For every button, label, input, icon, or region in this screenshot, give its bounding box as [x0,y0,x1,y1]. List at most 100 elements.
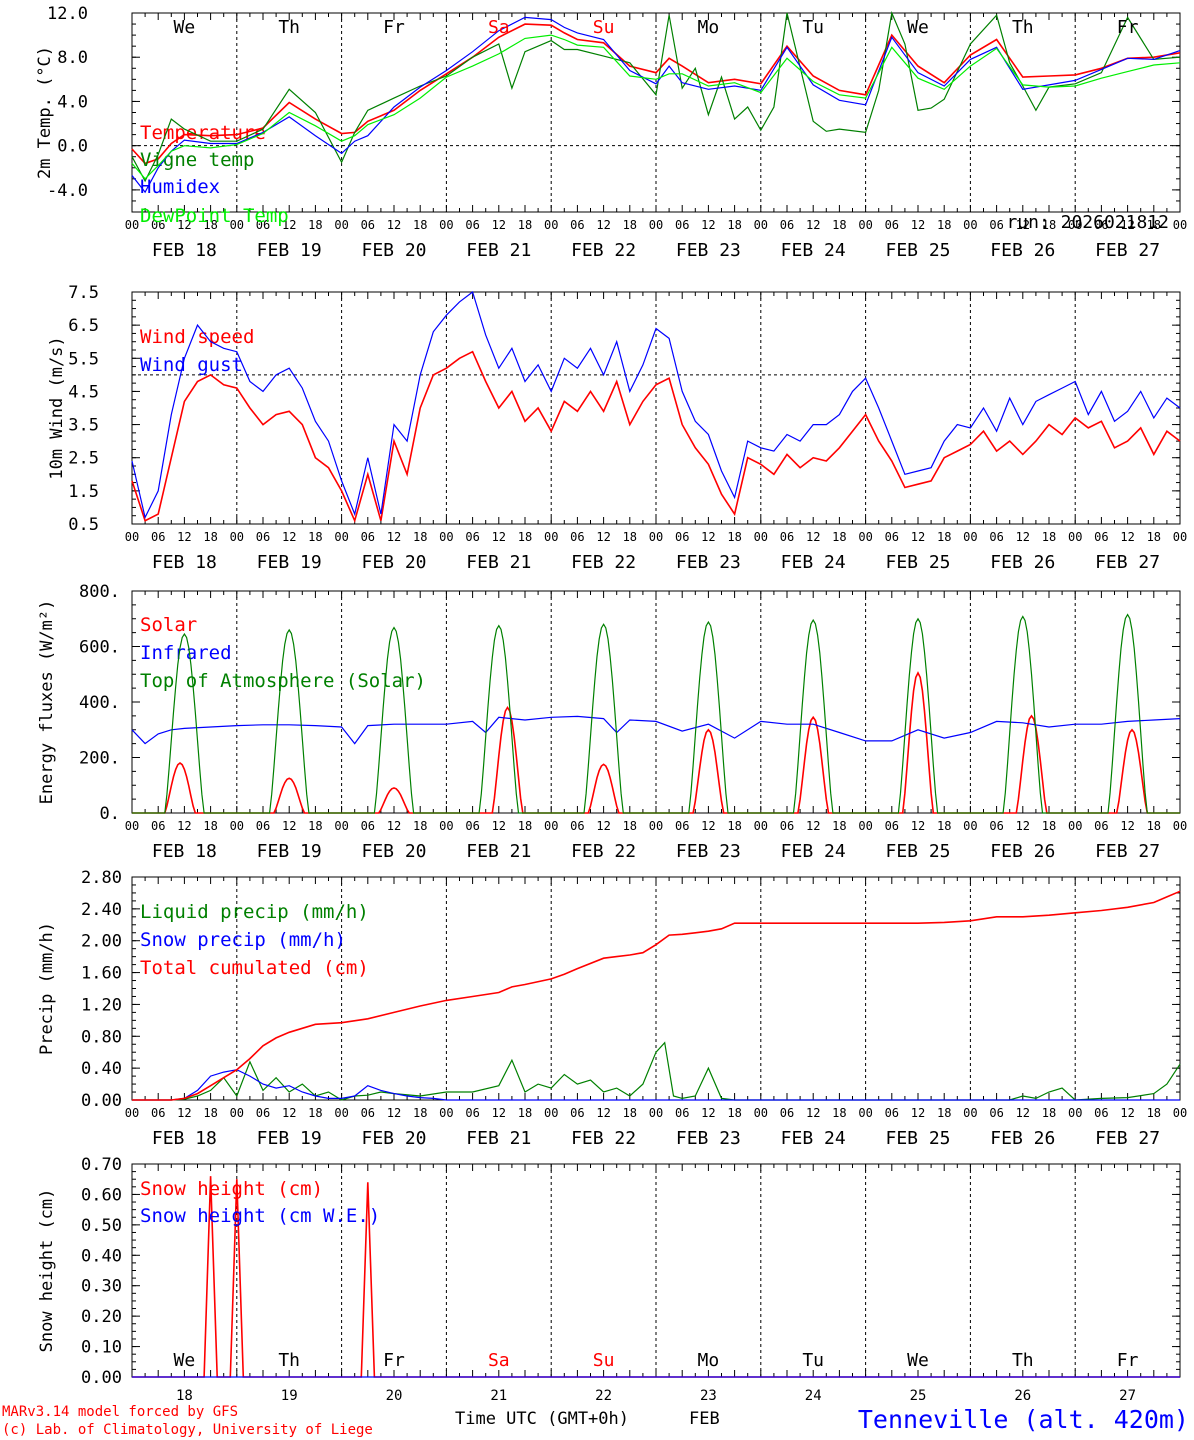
legend-entry: Liquid precip (mm/h) [140,901,369,923]
x-hour-label: 00 [334,218,348,232]
day-number-label: 24 [805,1388,822,1404]
x-hour-label: 00 [1173,819,1187,833]
day-of-week-label: Th [1012,1350,1034,1371]
x-hour-label: 00 [1068,530,1082,544]
x-hour-label: 18 [1147,530,1161,544]
x-date-label: FEB 24 [781,841,846,862]
y-tick-label: -4.0 [47,181,88,201]
series-snow-height-cm [132,1176,1180,1378]
x-date-label: FEB 20 [361,841,426,862]
x-hour-label: 12 [282,530,296,544]
x-hour-label: 18 [1147,819,1161,833]
x-hour-label: 00 [754,530,768,544]
y-tick-label: 1.5 [68,482,99,502]
x-hour-label: 18 [937,530,951,544]
x-date-label: FEB 27 [1095,552,1160,573]
y-tick-label: 8.0 [57,48,88,68]
x-hour-label: 00 [754,1106,768,1120]
y-tick-label: 0. [100,804,120,824]
x-hour-label: 06 [465,1106,479,1120]
x-hour-label: 12 [1016,1106,1030,1120]
y-tick-label: 0.00 [81,1368,122,1388]
x-hour-label: 18 [413,218,427,232]
day-number-label: 18 [176,1388,193,1404]
x-date-label: FEB 24 [781,552,846,573]
y-tick-label: 200. [79,749,120,769]
legend-entry: Total cumulated (cm) [140,957,369,979]
x-hour-label: 18 [1042,530,1056,544]
x-hour-label: 00 [754,218,768,232]
x-hour-label: 00 [858,819,872,833]
x-hour-label: 12 [806,1106,820,1120]
legend-entry: Infrared [140,642,232,664]
x-hour-label: 00 [544,819,558,833]
x-hour-label: 06 [989,1106,1003,1120]
x-date-label: FEB 24 [781,1128,846,1149]
legend-entry: Temperature [140,122,266,144]
x-hour-label: 00 [649,1106,663,1120]
x-hour-label: 12 [806,530,820,544]
x-hour-label: 12 [596,1106,610,1120]
y-axis-title: 2m Temp. (°C) [35,46,55,179]
y-tick-label: 4.5 [68,382,99,402]
x-hour-label: 12 [177,530,191,544]
legend-entry: Top of Atmosphere (Solar) [140,670,426,692]
x-hour-label: 18 [727,819,741,833]
x-date-label: FEB 25 [885,1128,950,1149]
day-of-week-label: Th [1012,17,1034,38]
x-hour-label: 18 [413,1106,427,1120]
x-hour-label: 06 [885,218,899,232]
x-hour-label: 12 [701,218,715,232]
x-axis-title: Time UTC (GMT+0h) [455,1409,629,1429]
x-date-label: FEB 22 [571,841,636,862]
x-hour-label: 06 [989,819,1003,833]
x-hour-label: 12 [282,1106,296,1120]
y-tick-label: 0.30 [81,1277,122,1297]
day-of-week-label: Fr [1117,17,1139,38]
x-hour-label: 18 [518,1106,532,1120]
x-hour-label: 00 [334,819,348,833]
x-hour-label: 06 [780,530,794,544]
x-hour-label: 12 [492,530,506,544]
x-hour-label: 06 [465,218,479,232]
y-tick-label: 600. [79,638,120,658]
x-hour-label: 06 [361,1106,375,1120]
day-of-week-label: Th [278,17,300,38]
x-hour-label: 00 [1068,1106,1082,1120]
y-tick-label: 12.0 [47,4,88,24]
y-tick-label: 400. [79,693,120,713]
y-tick-label: 0.00 [81,1091,122,1111]
x-hour-label: 12 [701,530,715,544]
x-hour-label: 00 [544,1106,558,1120]
x-hour-label: 18 [308,218,322,232]
x-hour-label: 18 [832,218,846,232]
y-axis-title: Precip (mm/h) [37,922,57,1055]
x-hour-label: 06 [465,819,479,833]
x-hour-label: 18 [308,819,322,833]
day-number-label: 25 [910,1388,927,1404]
x-hour-label: 18 [1042,1106,1056,1120]
series-snow-precip-mm-h [132,1069,1180,1101]
x-date-label: FEB 27 [1095,1128,1160,1149]
y-tick-label: 0.70 [81,1155,122,1175]
day-number-label: 21 [490,1388,507,1404]
x-hour-label: 12 [177,1106,191,1120]
x-hour-label: 18 [413,819,427,833]
x-hour-label: 00 [1068,218,1082,232]
panel-0: 12.0 8.0 4.0 0.0 -4.02m Temp. (°C) 00 06 12 18 FE… [35,4,1187,261]
x-hour-label: 00 [649,218,663,232]
x-date-label: FEB 21 [466,1128,531,1149]
x-hour-label: 12 [1016,218,1030,232]
x-hour-label: 00 [858,1106,872,1120]
y-tick-label: 0.40 [81,1246,122,1266]
x-hour-label: 12 [387,530,401,544]
panels: 12.0 8.0 4.0 0.0 -4.02m Temp. (°C) 00 06 12 18 FE… [35,4,1187,1404]
x-hour-label: 18 [308,530,322,544]
x-date-label: FEB 22 [571,552,636,573]
x-hour-label: 18 [413,530,427,544]
day-of-week-label: Fr [383,17,405,38]
x-hour-label: 18 [1147,218,1161,232]
x-hour-label: 18 [832,819,846,833]
x-date-label: FEB 18 [152,240,217,261]
day-of-week-label: Mo [698,1350,720,1371]
